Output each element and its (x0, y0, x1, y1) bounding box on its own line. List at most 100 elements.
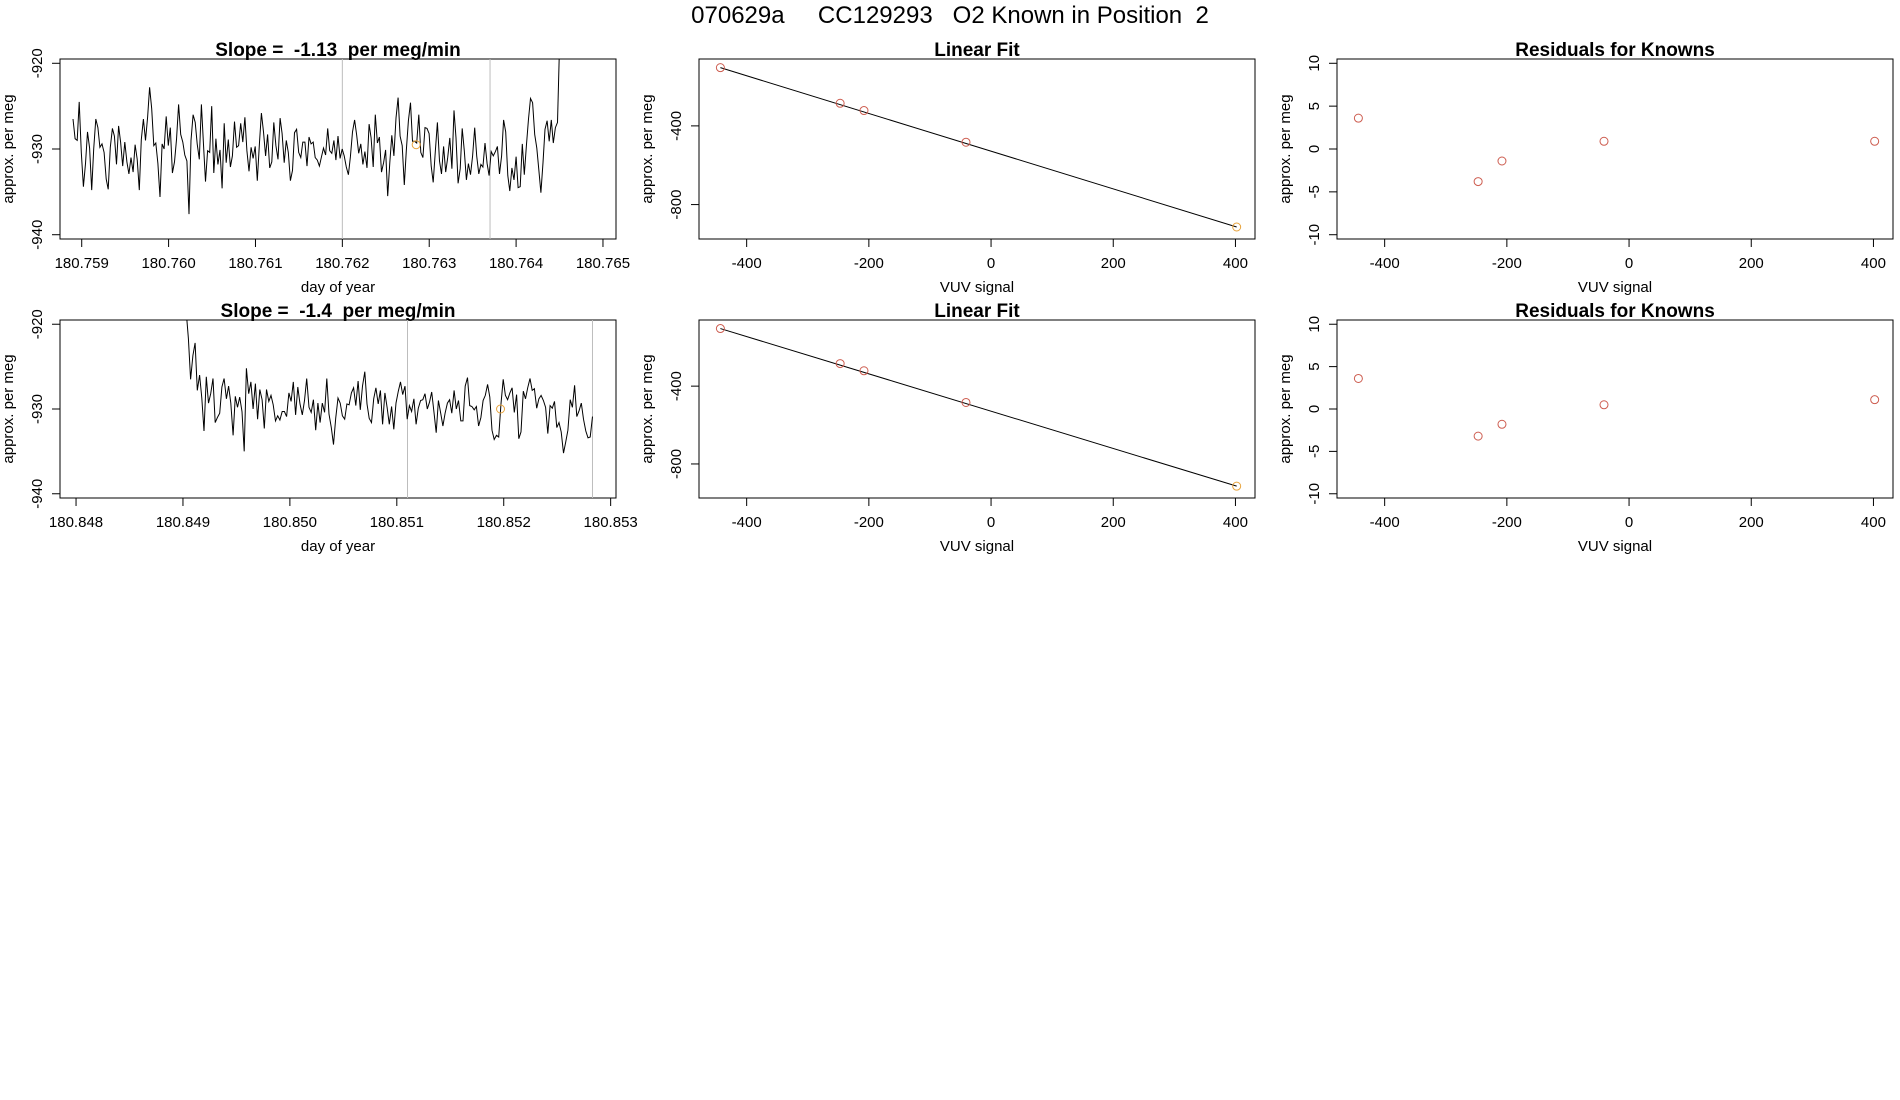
y-tick-label: 10 (1306, 55, 1323, 72)
y-tick-label: -930 (29, 394, 46, 424)
chart-title: Linear Fit (934, 40, 1020, 61)
data-point (1232, 222, 1242, 232)
plot-data-area (715, 324, 1242, 491)
x-tick-label: 200 (1101, 514, 1126, 531)
data-point (715, 324, 725, 334)
y-tick-label: -400 (668, 111, 685, 141)
x-axis-label: day of year (301, 279, 375, 296)
data-point (1473, 177, 1483, 187)
data-point (1497, 156, 1507, 166)
y-tick-label: -920 (29, 309, 46, 339)
y-axis-label: approx. per meg (0, 94, 17, 203)
x-tick-label: 400 (1861, 255, 1886, 272)
data-point (1232, 481, 1242, 491)
x-tick-label: 0 (987, 514, 995, 531)
plot-frame (59, 58, 617, 240)
y-tick-label: 0 (1306, 145, 1323, 153)
plot-frame (1336, 319, 1894, 499)
data-point (1870, 395, 1880, 405)
y-tick-label: -5 (1306, 445, 1323, 458)
fit-line (720, 67, 1237, 228)
x-tick-label: -200 (1492, 255, 1522, 272)
y-axis-label: approx. per meg (639, 354, 656, 463)
data-point (859, 366, 869, 376)
x-tick-label: 0 (1625, 514, 1633, 531)
plot-frame (59, 319, 617, 499)
plot-frame (698, 58, 1256, 240)
chart-title: Residuals for Knowns (1515, 301, 1715, 322)
y-tick-label: -930 (29, 134, 46, 164)
plot-frame (1336, 58, 1894, 240)
x-tick-label: 180.852 (477, 514, 531, 531)
x-tick-label: -400 (1370, 514, 1400, 531)
x-tick-label: 180.760 (141, 255, 195, 272)
panel-timeseries-1: Slope = -1.13 per meg/min day of year ap… (0, 40, 630, 296)
chart-title: Linear Fit (934, 301, 1020, 322)
x-tick-label: 180.853 (584, 514, 638, 531)
x-tick-label: 180.851 (370, 514, 424, 531)
marker-point (411, 140, 421, 150)
panel-linear-fit-1: Linear Fit VUV signal approx. per meg -4… (639, 40, 1256, 296)
data-point (859, 106, 869, 116)
data-point (961, 397, 971, 407)
series-line (186, 320, 593, 454)
series-line (72, 59, 560, 215)
y-axis-label: approx. per meg (0, 354, 17, 463)
panel-residuals-1: Residuals for Knowns VUV signal approx. … (1277, 40, 1894, 296)
x-tick-label: 180.761 (228, 255, 282, 272)
plot-data-area (1353, 113, 1880, 187)
y-axis-label: approx. per meg (639, 94, 656, 203)
y-tick-label: 5 (1306, 362, 1323, 370)
x-axis-label: VUV signal (940, 279, 1014, 296)
y-tick-label: -940 (29, 220, 46, 250)
y-tick-label: -400 (668, 371, 685, 401)
x-tick-label: -400 (732, 514, 762, 531)
y-tick-label: -10 (1306, 483, 1323, 505)
x-axis-label: VUV signal (1578, 538, 1652, 555)
x-axis-label: day of year (301, 538, 375, 555)
x-tick-label: 0 (987, 255, 995, 272)
chart-title: Slope = -1.4 per meg/min (221, 301, 456, 322)
panel-linear-fit-2: Linear Fit VUV signal approx. per meg -4… (639, 301, 1256, 555)
y-tick-label: 5 (1306, 102, 1323, 110)
x-tick-label: -200 (854, 255, 884, 272)
panel-timeseries-2: Slope = -1.4 per meg/min day of year app… (0, 301, 638, 555)
data-point (835, 98, 845, 108)
data-point (715, 63, 725, 73)
chart-title: Residuals for Knowns (1515, 40, 1715, 61)
y-tick-label: -5 (1306, 185, 1323, 198)
x-tick-label: 400 (1223, 514, 1248, 531)
y-tick-label: -800 (668, 190, 685, 220)
plot-data-area (715, 63, 1242, 232)
page-title: 070629a CC129293 O2 Known in Position 2 (691, 2, 1209, 29)
x-tick-label: 180.762 (315, 255, 369, 272)
plot-data-area (1353, 373, 1880, 441)
fit-line (720, 328, 1237, 487)
data-point (1353, 113, 1363, 123)
x-tick-label: -400 (732, 255, 762, 272)
x-tick-label: 200 (1739, 514, 1764, 531)
marker-point (496, 404, 506, 414)
y-tick-label: -920 (29, 48, 46, 78)
x-tick-label: -400 (1370, 255, 1400, 272)
y-axis-label: approx. per meg (1277, 94, 1294, 203)
y-tick-label: -800 (668, 449, 685, 479)
y-tick-label: -940 (29, 479, 46, 509)
x-tick-label: 180.850 (263, 514, 317, 531)
x-tick-label: 200 (1739, 255, 1764, 272)
x-tick-label: 180.759 (55, 255, 109, 272)
y-tick-label: 0 (1306, 405, 1323, 413)
y-tick-label: 10 (1306, 316, 1323, 333)
x-tick-label: 180.849 (156, 514, 210, 531)
x-axis-label: VUV signal (940, 538, 1014, 555)
x-tick-label: 200 (1101, 255, 1126, 272)
data-point (1353, 373, 1363, 383)
chart-title: Slope = -1.13 per meg/min (215, 40, 461, 61)
plot-data-area (186, 320, 593, 498)
y-axis-label: approx. per meg (1277, 354, 1294, 463)
x-axis-label: VUV signal (1578, 279, 1652, 296)
x-tick-label: 180.763 (402, 255, 456, 272)
data-point (1599, 400, 1609, 410)
data-point (1599, 136, 1609, 146)
